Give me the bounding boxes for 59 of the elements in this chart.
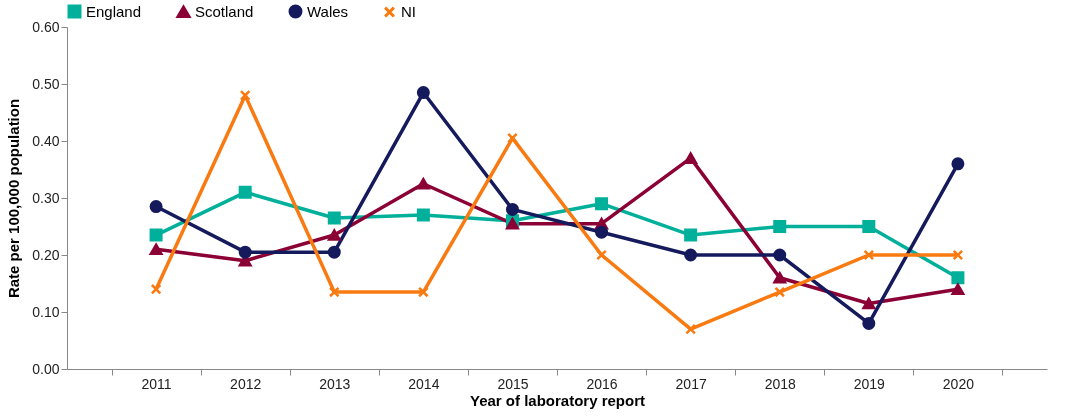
x-tick-label: 2016 [586,375,618,392]
y-tick-label: 0.20 [32,246,60,263]
x-tick-label: 2020 [942,375,975,392]
y-tick-label: 0.00 [32,360,60,377]
x-tick-label: 2019 [853,375,886,392]
legend-label: Wales [307,2,349,20]
point [862,297,876,310]
point [149,243,163,256]
point [417,286,429,298]
y-tick-label: 0.10 [32,303,60,320]
point [327,211,341,225]
legend-label: England [86,2,142,20]
point [862,220,876,233]
legend-label: NI [401,3,416,21]
x-tick-label: 2015 [497,375,529,392]
point [684,228,698,242]
point [595,197,609,211]
x-tick-label: 2013 [319,375,351,392]
y-tick-label: 0.60 [32,18,60,35]
point [863,249,875,261]
point [149,228,163,242]
point [684,152,698,164]
point [149,200,163,214]
x-tick-label: 2017 [675,375,707,392]
point [773,248,787,262]
point [685,323,697,335]
point [327,245,341,259]
legend-label: Scotland [195,2,254,20]
point [773,220,787,233]
x-tick-label: 2011 [141,375,172,392]
point [416,177,430,190]
point [239,89,251,101]
point [150,283,162,295]
point [238,245,252,259]
point [328,286,340,298]
point [774,286,786,298]
point [951,157,965,171]
point [238,185,252,199]
point [951,283,965,295]
point [773,272,787,284]
point [505,202,519,216]
y-tick-label: 0.50 [32,75,60,92]
point [416,208,430,222]
x-tick-label: 2018 [764,375,797,392]
point [416,86,430,100]
point [596,249,607,261]
point [684,248,698,262]
point [952,249,964,261]
x-tick-label: 2014 [408,375,440,392]
y-tick-label: 0.40 [32,132,60,149]
y-tick-label: 0.30 [32,189,60,206]
x-tick-label: 2012 [230,375,262,392]
point [327,229,341,241]
point [507,132,518,144]
point [862,316,876,330]
x-axis-title: Year of laboratory report [469,391,646,409]
point [951,271,965,285]
point [595,225,609,239]
y-axis-title: Rate per 100,000 population [5,98,23,299]
